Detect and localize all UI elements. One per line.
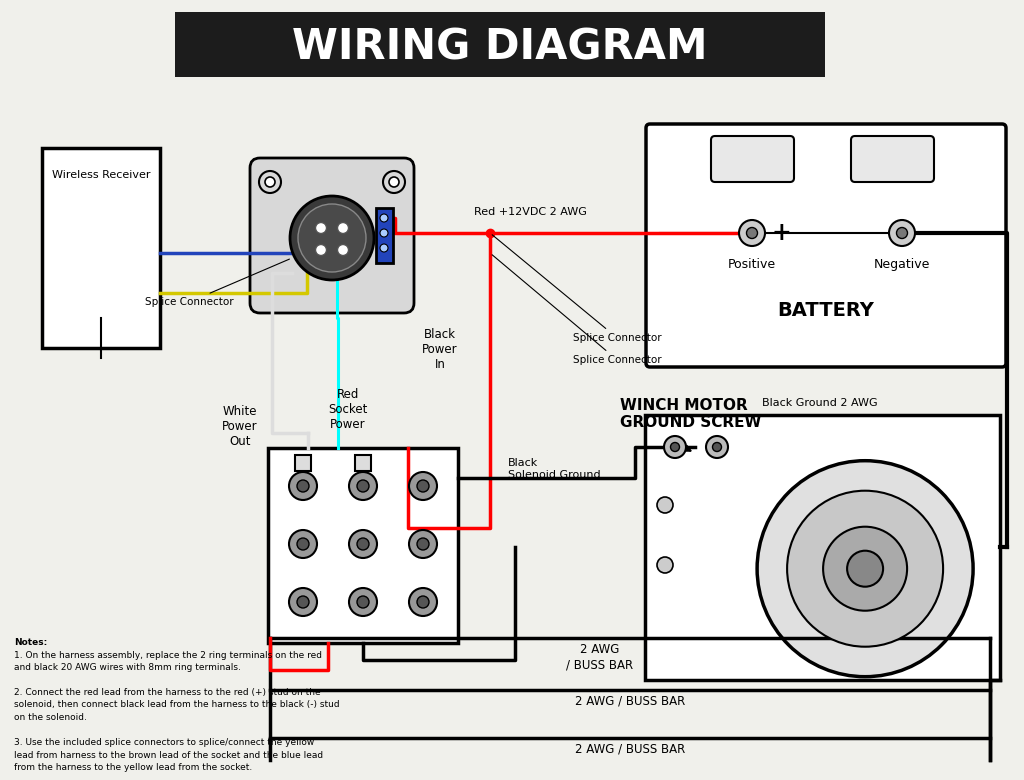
Text: Black
Solenoid Ground: Black Solenoid Ground	[508, 458, 601, 480]
Circle shape	[297, 596, 309, 608]
Text: lead from harness to the brown lead of the socket and the blue lead: lead from harness to the brown lead of t…	[14, 750, 324, 760]
Bar	[295, 455, 311, 471]
Circle shape	[380, 229, 388, 237]
Circle shape	[349, 588, 377, 616]
Text: +: +	[772, 221, 792, 245]
Circle shape	[823, 526, 907, 611]
Circle shape	[787, 491, 943, 647]
Text: Negative: Negative	[873, 258, 930, 271]
Text: −: −	[922, 221, 942, 245]
Circle shape	[297, 538, 309, 550]
FancyBboxPatch shape	[851, 136, 934, 182]
Text: WIRING DIAGRAM: WIRING DIAGRAM	[292, 26, 708, 68]
Text: BATTERY: BATTERY	[777, 300, 874, 320]
Circle shape	[259, 171, 281, 193]
Circle shape	[380, 244, 388, 252]
Text: White
Power
Out: White Power Out	[222, 405, 258, 448]
Circle shape	[265, 177, 275, 187]
Circle shape	[417, 480, 429, 492]
Circle shape	[380, 214, 388, 222]
Circle shape	[757, 461, 973, 677]
Circle shape	[713, 442, 722, 452]
Circle shape	[409, 588, 437, 616]
Circle shape	[349, 530, 377, 558]
Text: Notes:: Notes:	[14, 638, 47, 647]
Text: 2 AWG / BUSS BAR: 2 AWG / BUSS BAR	[574, 743, 685, 756]
Text: 2 AWG
/ BUSS BAR: 2 AWG / BUSS BAR	[566, 643, 634, 671]
Circle shape	[315, 222, 327, 233]
Circle shape	[383, 171, 406, 193]
FancyBboxPatch shape	[376, 208, 393, 263]
Circle shape	[290, 196, 374, 280]
Circle shape	[739, 220, 765, 246]
Text: Splice Connector: Splice Connector	[493, 235, 662, 343]
Text: 2 AWG / BUSS BAR: 2 AWG / BUSS BAR	[574, 695, 685, 708]
FancyBboxPatch shape	[268, 448, 458, 643]
Circle shape	[357, 538, 369, 550]
Circle shape	[847, 551, 883, 587]
Circle shape	[297, 480, 309, 492]
Circle shape	[389, 177, 399, 187]
Text: Splice Connector: Splice Connector	[145, 259, 290, 307]
FancyBboxPatch shape	[250, 158, 414, 313]
FancyBboxPatch shape	[646, 124, 1006, 367]
Circle shape	[357, 596, 369, 608]
Circle shape	[315, 244, 327, 256]
Circle shape	[357, 480, 369, 492]
Circle shape	[289, 530, 317, 558]
Text: Black
Power
In: Black Power In	[422, 328, 458, 371]
Circle shape	[889, 220, 915, 246]
Text: 3. Use the included splice connectors to splice/connect the yellow: 3. Use the included splice connectors to…	[14, 738, 314, 747]
Text: Wireless Receiver: Wireless Receiver	[52, 170, 151, 180]
Text: Red +12VDC 2 AWG: Red +12VDC 2 AWG	[473, 207, 587, 217]
Text: Black Ground 2 AWG: Black Ground 2 AWG	[762, 398, 878, 408]
Text: on the solenoid.: on the solenoid.	[14, 713, 87, 722]
Text: from the harness to the yellow lead from the socket.: from the harness to the yellow lead from…	[14, 763, 252, 772]
Text: Positive: Positive	[728, 258, 776, 271]
Circle shape	[338, 222, 348, 233]
Circle shape	[896, 228, 907, 239]
Bar	[175, 12, 825, 77]
Circle shape	[409, 530, 437, 558]
Bar	[355, 455, 371, 471]
Circle shape	[289, 588, 317, 616]
Circle shape	[409, 472, 437, 500]
Text: and black 20 AWG wires with 8mm ring terminals.: and black 20 AWG wires with 8mm ring ter…	[14, 663, 241, 672]
Text: Red
Socket
Power: Red Socket Power	[329, 388, 368, 431]
Text: 2. Connect the red lead from the harness to the red (+) stud on the: 2. Connect the red lead from the harness…	[14, 688, 321, 697]
Text: solenoid, then connect black lead from the harness to the black (-) stud: solenoid, then connect black lead from t…	[14, 700, 340, 710]
Circle shape	[289, 472, 317, 500]
Text: Splice Connector: Splice Connector	[493, 255, 662, 365]
Circle shape	[664, 436, 686, 458]
Circle shape	[746, 228, 758, 239]
Circle shape	[706, 436, 728, 458]
Circle shape	[298, 204, 366, 272]
Circle shape	[338, 244, 348, 256]
FancyBboxPatch shape	[711, 136, 794, 182]
Circle shape	[417, 596, 429, 608]
Text: 1. On the harness assembly, replace the 2 ring terminals on the red: 1. On the harness assembly, replace the …	[14, 651, 322, 660]
FancyBboxPatch shape	[42, 148, 160, 348]
Circle shape	[657, 497, 673, 513]
FancyBboxPatch shape	[645, 415, 1000, 680]
Circle shape	[671, 442, 680, 452]
Circle shape	[349, 472, 377, 500]
Circle shape	[657, 557, 673, 573]
Circle shape	[417, 538, 429, 550]
Text: WINCH MOTOR
GROUND SCREW: WINCH MOTOR GROUND SCREW	[620, 398, 762, 431]
